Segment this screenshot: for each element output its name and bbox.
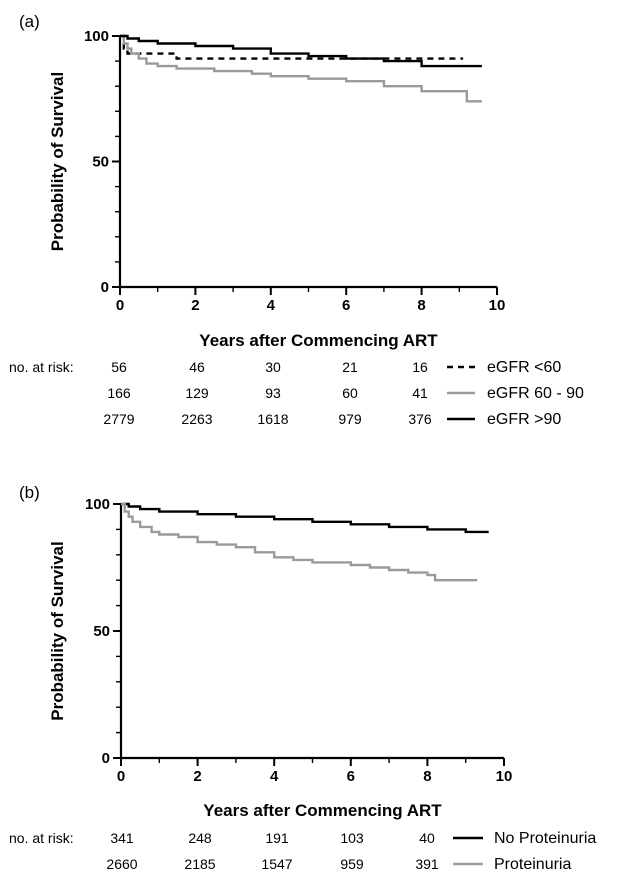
- legend-label: No Proteinuria: [494, 830, 596, 847]
- at-risk-count: 46: [189, 359, 205, 375]
- x-tick-label: 8: [423, 768, 431, 785]
- x-tick-label: 0: [116, 297, 124, 314]
- at-risk-count: 2660: [106, 856, 137, 872]
- at-risk-count: 41: [412, 385, 428, 401]
- x-tick-label: 4: [267, 297, 276, 314]
- at-risk-count: 1618: [257, 411, 288, 427]
- at-risk-count: 2185: [184, 856, 215, 872]
- at-risk-count: 16: [412, 359, 428, 375]
- legend-label: eGFR >90: [487, 411, 561, 428]
- at-risk-count: 376: [408, 411, 432, 427]
- at-risk-count: 391: [415, 856, 439, 872]
- panel-label: (b): [19, 483, 40, 502]
- at-risk-count: 21: [342, 359, 358, 375]
- x-axis-title: Years after Commencing ART: [203, 801, 442, 820]
- at-risk-count: 103: [340, 830, 364, 846]
- x-tick-label: 2: [193, 768, 201, 785]
- y-tick-label: 50: [93, 623, 110, 640]
- legend-label: eGFR <60: [487, 359, 561, 376]
- y-tick-label: 100: [85, 496, 110, 513]
- risk-table-label: no. at risk:: [9, 359, 74, 375]
- at-risk-count: 40: [419, 830, 435, 846]
- at-risk-count: 56: [111, 359, 127, 375]
- at-risk-count: 248: [188, 830, 212, 846]
- x-tick-label: 6: [347, 768, 355, 785]
- survival-curve-0: [120, 34, 464, 60]
- risk-table-label: no. at risk:: [9, 830, 74, 846]
- x-axis-title: Years after Commencing ART: [199, 331, 438, 350]
- at-risk-count: 93: [265, 385, 281, 401]
- legend-label: eGFR 60 - 90: [487, 385, 584, 402]
- at-risk-count: 979: [338, 411, 362, 427]
- at-risk-count: 191: [265, 830, 289, 846]
- x-tick-label: 8: [417, 297, 425, 314]
- legend-label: Proteinuria: [494, 856, 571, 873]
- y-axis-title: Probability of Survival: [48, 541, 67, 721]
- y-tick-label: 0: [101, 279, 109, 296]
- at-risk-count: 129: [185, 385, 209, 401]
- at-risk-count: 2779: [103, 411, 134, 427]
- survival-curve-0: [121, 502, 489, 534]
- at-risk-count: 30: [265, 359, 281, 375]
- x-tick-label: 10: [496, 768, 513, 785]
- x-tick-label: 0: [117, 768, 125, 785]
- survival-curve-1: [121, 502, 478, 582]
- at-risk-count: 166: [107, 385, 131, 401]
- at-risk-count: 1547: [261, 856, 292, 872]
- at-risk-count: 341: [110, 830, 134, 846]
- panel-label: (a): [19, 12, 40, 31]
- x-tick-label: 2: [191, 297, 199, 314]
- y-axis-title: Probability of Survival: [48, 72, 67, 252]
- at-risk-count: 959: [340, 856, 364, 872]
- x-tick-label: 6: [342, 297, 350, 314]
- survival-curve-1: [120, 34, 482, 103]
- x-tick-label: 4: [270, 768, 279, 785]
- at-risk-count: 60: [342, 385, 358, 401]
- x-tick-label: 10: [489, 297, 506, 314]
- panel-1: (b) 0 50 100 0 2 4 6 8 10 Years after Commencing A…: [9, 483, 596, 873]
- survival-curve-2: [120, 34, 482, 68]
- y-tick-label: 100: [84, 28, 109, 45]
- y-tick-label: 0: [102, 750, 110, 767]
- y-tick-label: 50: [92, 154, 109, 171]
- at-risk-count: 2263: [181, 411, 212, 427]
